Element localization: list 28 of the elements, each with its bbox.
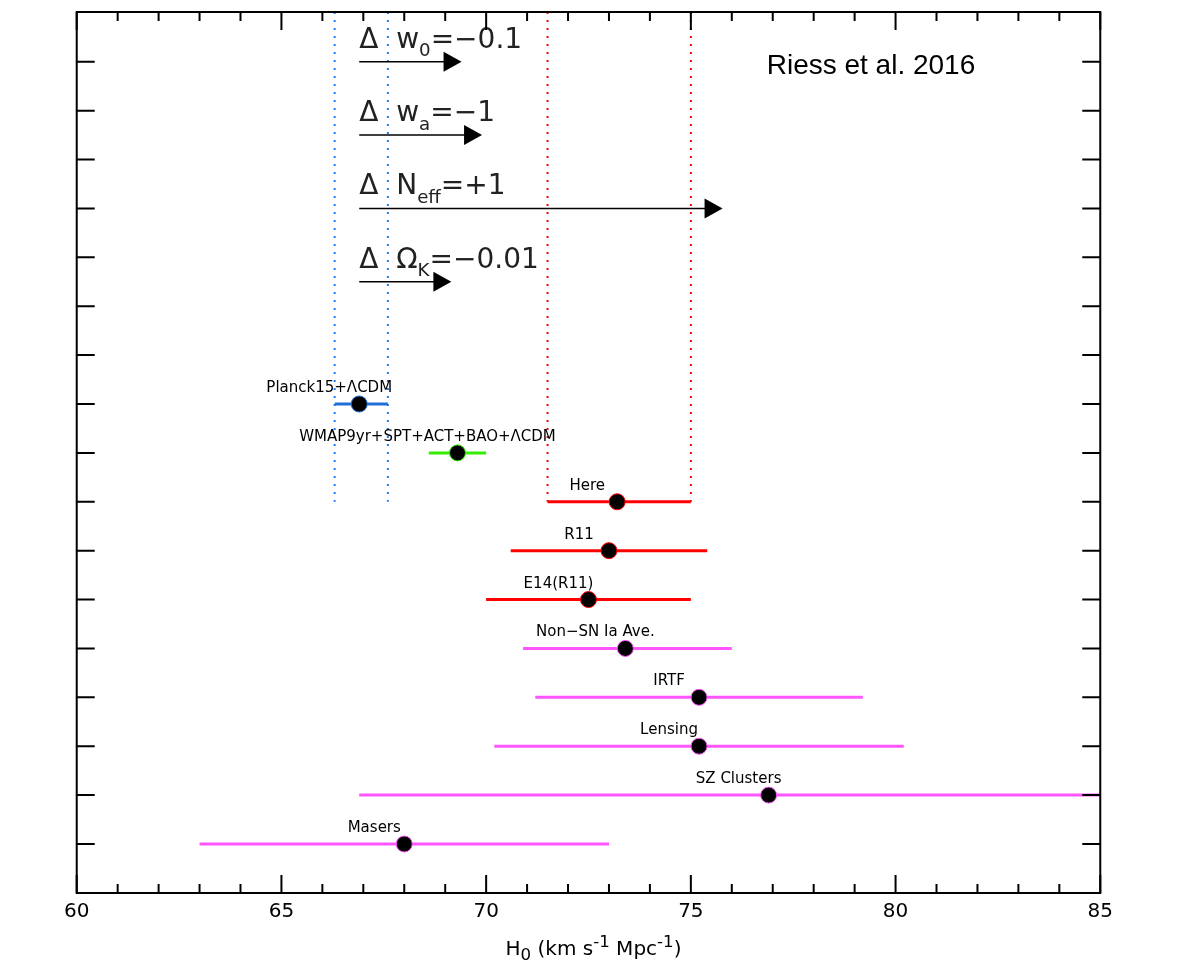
y-tick-label: Lensing — [640, 720, 698, 739]
x-tick-label: 65 — [268, 898, 295, 923]
x-tick-label: 80 — [882, 898, 909, 923]
point — [580, 591, 597, 609]
x-axis-title: H$_{0}$ (km s$^{-1}$ Mpc$^{-1}$) — [504, 932, 683, 964]
y-tick-label: IRTF — [653, 671, 685, 690]
point — [350, 395, 368, 413]
point — [690, 737, 708, 755]
y-tick-label: E14(R11) — [523, 573, 594, 592]
point — [448, 444, 466, 462]
y-tick-label: WMAP9yr+SPT+ACT+BAO+ΛCDM — [299, 426, 556, 445]
y-tick-label: Planck15+ΛCDM — [266, 378, 393, 396]
x-tick-label: 75 — [678, 898, 704, 923]
point — [690, 688, 708, 706]
x-tick-label: 60 — [64, 898, 90, 923]
y-tick-label: Non−SN Ia Ave. — [536, 622, 655, 641]
point — [600, 542, 618, 560]
y-tick-label: SZ Clusters — [695, 769, 782, 788]
y-tick-label: Masers — [347, 818, 402, 836]
point — [760, 786, 778, 804]
point — [616, 639, 634, 657]
y-tick-label: Here — [569, 475, 605, 494]
y-tick-label: R11 — [564, 524, 594, 543]
point — [608, 493, 626, 511]
x-tick-label: 70 — [473, 898, 499, 923]
x-tick-label: 85 — [1087, 898, 1113, 923]
point — [395, 835, 413, 853]
text: Riess et al. 2016 — [766, 48, 976, 80]
